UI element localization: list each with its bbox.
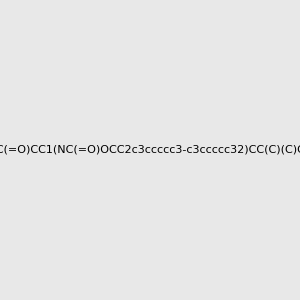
Text: OC(=O)CC1(NC(=O)OCC2c3ccccc3-c3ccccc32)CC(C)(C)C1: OC(=O)CC1(NC(=O)OCC2c3ccccc3-c3ccccc32)C… xyxy=(0,145,300,155)
